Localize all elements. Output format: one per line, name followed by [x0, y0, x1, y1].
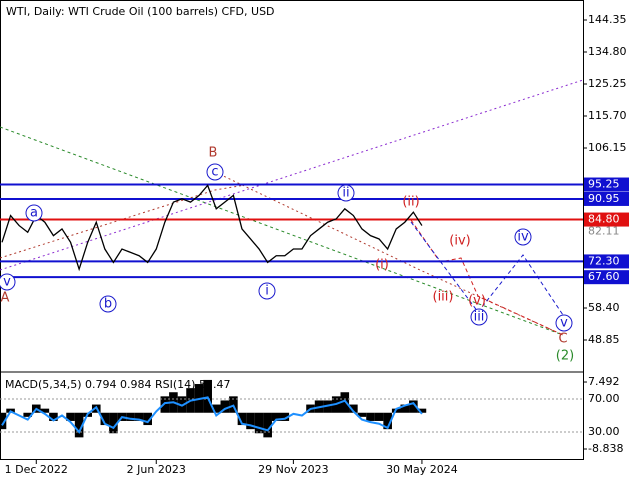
macd-bar: [280, 412, 290, 421]
wave-label: v: [3, 275, 11, 290]
y-tick-label: 125.25: [588, 77, 627, 90]
wave-circle: [555, 314, 573, 332]
macd-bar: [366, 412, 375, 421]
wave-circle: [99, 295, 117, 313]
y-tick-label: 70.00: [588, 392, 620, 405]
level-label: 90.95: [588, 192, 620, 205]
y-tick-label: 144.35: [588, 13, 627, 26]
level-label: 84.80: [588, 213, 620, 226]
macd-bar: [211, 404, 221, 413]
price-line: [1, 184, 423, 272]
macd-bar: [383, 412, 392, 430]
y2-tick-label: 7.492: [588, 375, 620, 388]
macd-bar: [349, 404, 358, 413]
wave-label: (ii): [402, 195, 419, 210]
wave-circle: [25, 204, 43, 222]
macd-bar: [100, 412, 110, 426]
wave-label: A: [1, 291, 10, 306]
indicator-title: MACD(5,34,5) 0.794 0.984 RSI(14) 52.47: [5, 378, 230, 391]
level-label: 95.25: [588, 178, 620, 191]
level-label-box: [584, 254, 629, 269]
wave-label: iii: [474, 310, 485, 325]
macd-bar: [409, 400, 418, 413]
macd-bar: [160, 396, 170, 413]
macd-bar: [49, 412, 58, 421]
trend-line: [0, 126, 564, 336]
macd-bar: [134, 412, 144, 421]
level-label-box: [584, 177, 629, 192]
macd-bar: [271, 412, 281, 421]
macd-bar: [220, 400, 230, 413]
y-tick-label: 106.15: [588, 141, 627, 154]
wave-circle: [514, 228, 532, 246]
macd-bar: [74, 412, 84, 438]
y-tick-label: 115.70: [588, 109, 627, 122]
x-tick-label: 30 May 2024: [386, 463, 458, 476]
y-tick-label: 30.00: [588, 425, 620, 438]
x-tick-label: 29 Nov 2023: [258, 463, 328, 476]
wave-label: a: [30, 206, 38, 221]
wave-line: [0, 184, 246, 259]
wave-label: (iv): [449, 234, 470, 249]
wave-label: (iii): [433, 290, 454, 305]
wave-circle: [0, 273, 16, 291]
macd-bar: [0, 412, 7, 430]
macd-bar: [109, 412, 118, 434]
wave-label: b: [104, 297, 112, 312]
macd-bar: [254, 412, 264, 434]
rsi-line: [1, 396, 423, 434]
macd-bar: [340, 392, 350, 413]
wave-circle: [206, 163, 224, 181]
y-tick-label: 48.85: [588, 333, 620, 346]
wave-label: B: [209, 146, 218, 161]
y-tick-label: 134.80: [588, 45, 627, 58]
wave-label: v: [560, 316, 568, 331]
wave-label: (v): [468, 294, 486, 309]
macd-bar: [374, 412, 384, 421]
macd-bar: [417, 408, 427, 413]
wave-label: ii: [342, 186, 349, 201]
macd-bar: [357, 412, 367, 417]
level-label-box: [584, 270, 629, 285]
macd-bar: [237, 412, 247, 426]
macd-bar: [126, 412, 135, 421]
projection-line: [410, 221, 566, 319]
wave-label: c: [211, 165, 218, 180]
level-label-box: [584, 191, 629, 206]
level-label: 67.60: [588, 270, 620, 283]
wave-label: (i): [375, 258, 389, 273]
x-tick-label: 1 Dec 2022: [5, 463, 68, 476]
wave-circle: [258, 282, 276, 300]
wave-label: (2): [556, 349, 574, 364]
macd-bar: [263, 412, 272, 438]
y2-tick-label: -8.838: [588, 442, 623, 455]
wave-circle: [470, 308, 488, 326]
macd-bar: [23, 412, 33, 417]
level-label: 72.30: [588, 254, 620, 267]
projection-line: [410, 219, 564, 336]
macd-bar: [246, 412, 255, 430]
level-label-box: [584, 212, 629, 227]
chart-title: WTI, Daily: WTI Crude Oil (100 barrels) …: [6, 5, 275, 18]
macd-bar: [143, 412, 152, 426]
y-tick-label: 58.40: [588, 301, 620, 314]
trend-line: [0, 79, 584, 271]
wave-label: iv: [517, 230, 529, 245]
wave-label: C: [558, 332, 567, 347]
macd-bar: [66, 412, 75, 421]
x-tick-label: 2 Jun 2023: [127, 463, 186, 476]
last-price-label: 82.11: [588, 225, 620, 238]
macd-bar: [40, 408, 50, 413]
wave-circle: [337, 184, 355, 202]
plot-frame: [0, 0, 584, 460]
wave-label: i: [265, 284, 269, 299]
macd-bar: [400, 404, 410, 413]
